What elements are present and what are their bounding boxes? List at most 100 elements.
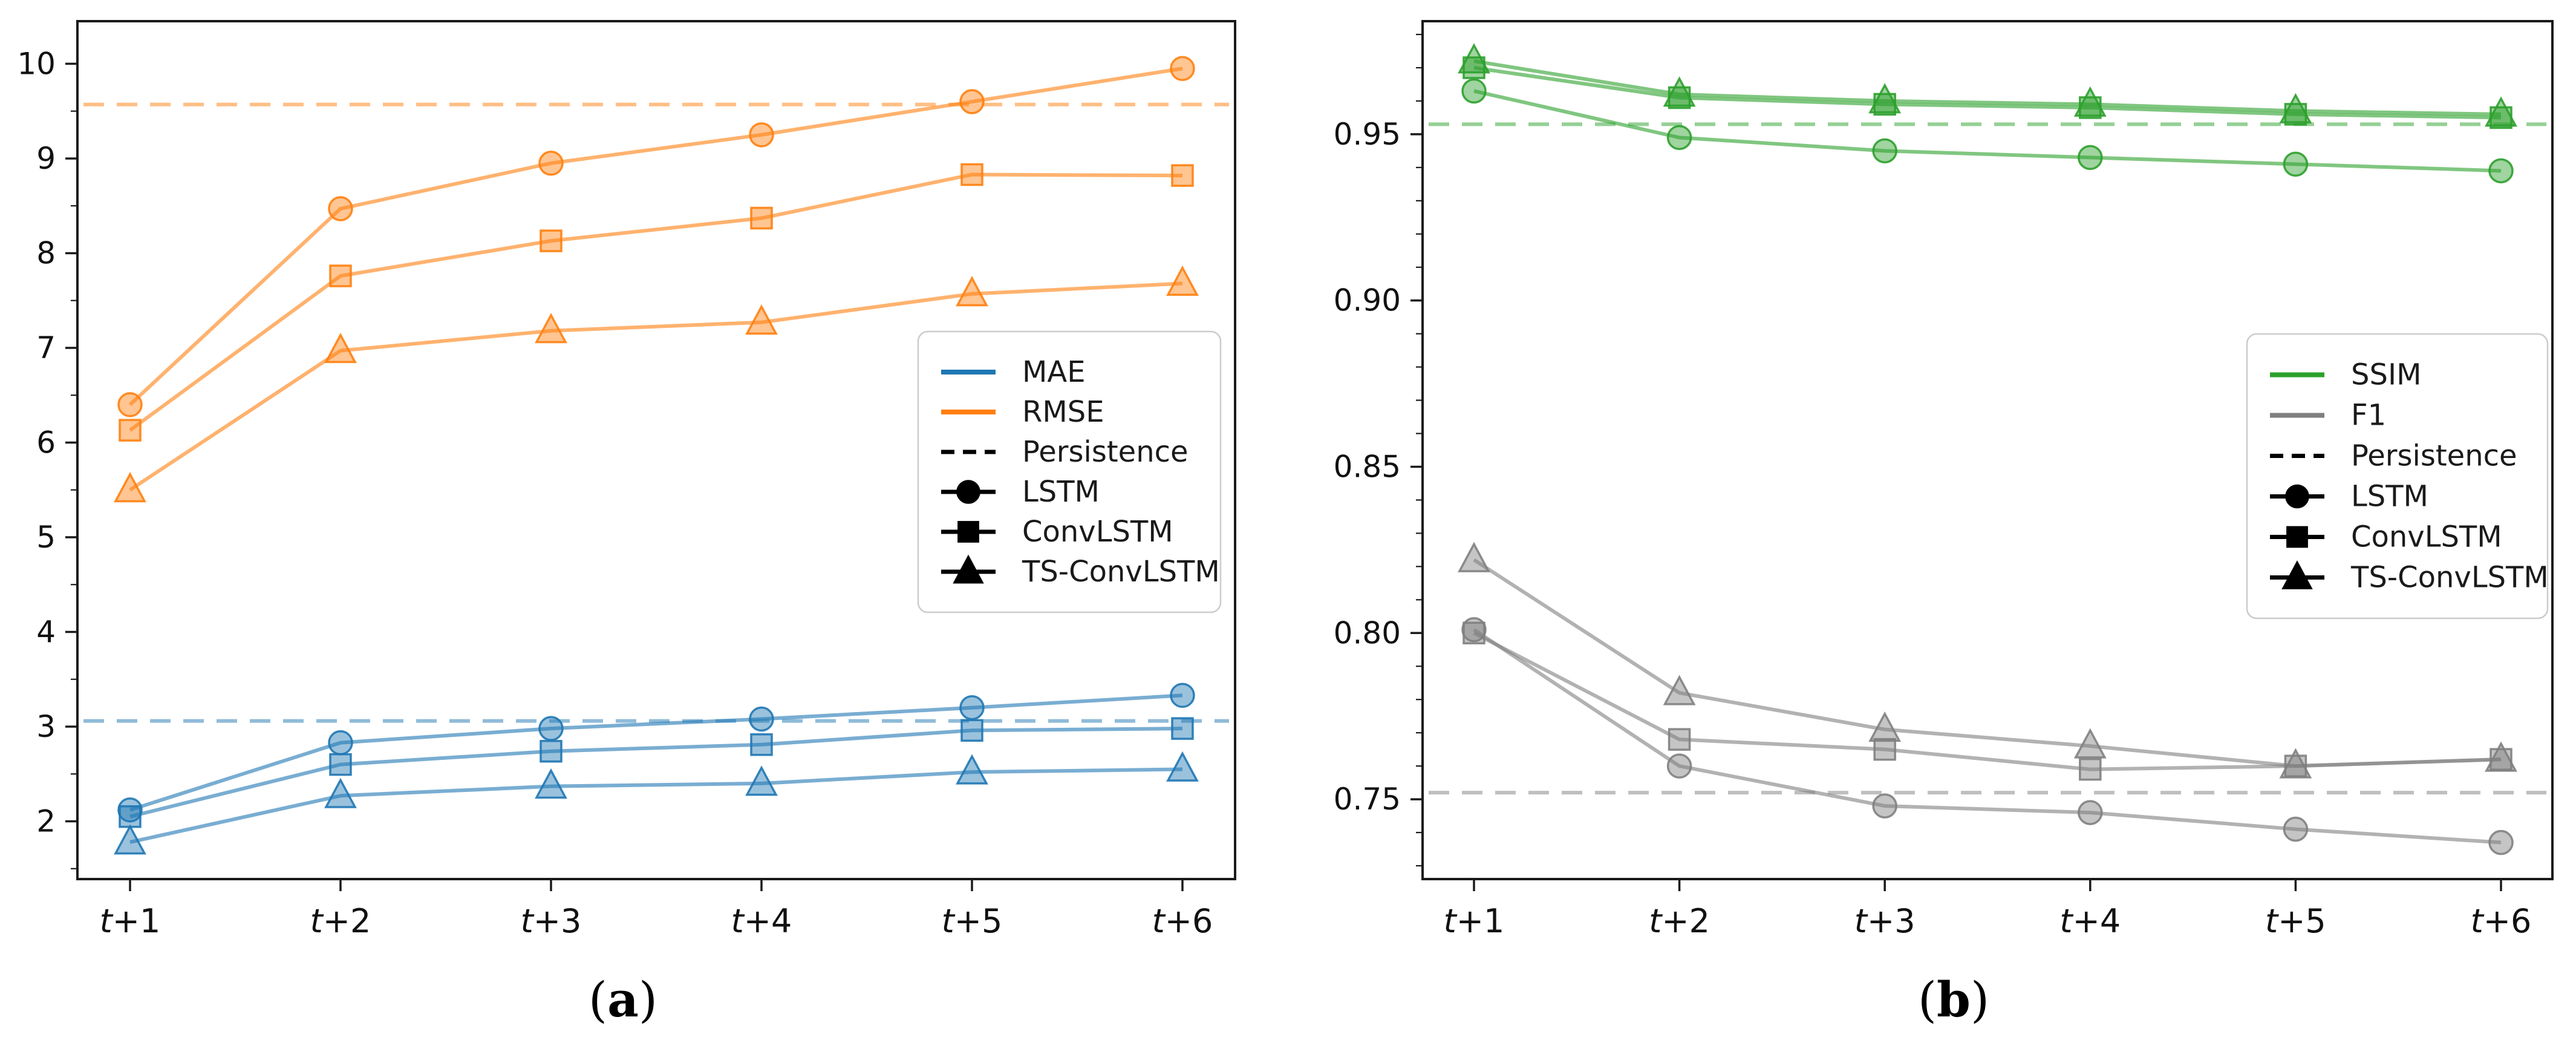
x-tick-label: t+3 — [521, 902, 582, 940]
x-tick-label: t+4 — [2059, 902, 2121, 940]
series-line-SSIM-LSTM — [1473, 89, 2502, 173]
data-point-MAE-LSTM-t+4 — [749, 706, 774, 732]
data-point-MAE-TS-ConvLSTM-t+2 — [324, 777, 357, 808]
y-tick-label: 7 — [36, 330, 56, 365]
data-point-SSIM-LSTM-t+6 — [2488, 158, 2514, 184]
y-tick-label: 0.80 — [1334, 615, 1401, 650]
data-point-F1-LSTM-t+3 — [1872, 793, 1897, 819]
data-point-RMSE-LSTM-t+6 — [1170, 56, 1195, 82]
caption-b-letter: b — [1937, 971, 1971, 1028]
data-point-RMSE-ConvLSTM-t+5 — [960, 163, 983, 186]
data-point-RMSE-ConvLSTM-t+6 — [1171, 164, 1194, 187]
series-MAE-TS-ConvLSTM — [114, 751, 1199, 855]
series-MAE-LSTM — [117, 682, 1195, 823]
data-point-RMSE-ConvLSTM-t+2 — [329, 264, 352, 287]
data-point-MAE-ConvLSTM-t+6 — [1171, 717, 1194, 740]
caption-a-close-paren: ) — [638, 972, 658, 1028]
x-tick-label: t+2 — [1649, 902, 1710, 940]
panel-b: 0.75 0.80 0.85 0.90 0.95 t+1 t+2 t+3 t+4 t+5 t+6 SS… — [1288, 0, 2576, 1063]
x-tick-label: t+4 — [731, 902, 792, 940]
legend-item-MAE: MAE — [941, 355, 1086, 389]
y-axis-ticks: 0.75 0.80 0.85 0.90 0.95 — [1334, 33, 1423, 867]
data-point-MAE-LSTM-t+5 — [959, 695, 985, 721]
data-point-RMSE-TS-ConvLSTM-t+2 — [324, 332, 357, 364]
series-RMSE-LSTM — [117, 56, 1195, 417]
y-tick-label: 5 — [36, 520, 56, 555]
legend-label: TS-ConvLSTM — [2350, 561, 2549, 595]
y-axis-ticks: 2 3 4 5 6 7 8 9 10 — [17, 46, 77, 869]
series-line-F1-TS-ConvLSTM — [1473, 558, 2502, 768]
caption-a-letter: a — [607, 971, 639, 1028]
y-tick-label: 8 — [36, 235, 56, 270]
x-tick-label: t+3 — [1854, 902, 1916, 940]
data-point-MAE-TS-ConvLSTM-t+5 — [956, 754, 988, 785]
legend-item-SSIM: SSIM — [2270, 358, 2422, 392]
legend-item-TS-ConvLSTM: TS-ConvLSTM — [2270, 560, 2549, 595]
chart-a-plot: 2 3 4 5 6 7 8 9 10 t+1 t+2 t+3 t+4 t+5 t+6 MAE RMSE Persi… — [17, 20, 1236, 940]
x-tick-label: t+5 — [942, 902, 1003, 940]
caption-b-close-paren: ) — [1970, 972, 1990, 1028]
data-point-F1-ConvLSTM-t+2 — [1668, 728, 1691, 751]
data-point-RMSE-LSTM-t+2 — [328, 196, 353, 221]
chart-b-plot: 0.75 0.80 0.85 0.90 0.95 t+1 t+2 t+3 t+4 t+5 t+6 SS… — [1334, 20, 2554, 940]
caption-a: (a) — [589, 975, 657, 1024]
data-point-F1-TS-ConvLSTM-t+6 — [2485, 741, 2517, 772]
data-point-SSIM-TS-ConvLSTM-t+1 — [1458, 43, 1490, 74]
caption-b: (b) — [1918, 975, 1989, 1024]
legend-item-F1: F1 — [2270, 399, 2386, 433]
legend: SSIM F1 Persistence LSTM ConvLSTM TS-ConvLSTM — [2246, 333, 2549, 620]
data-point-MAE-ConvLSTM-t+4 — [750, 733, 773, 756]
data-point-F1-LSTM-t+2 — [1666, 753, 1692, 779]
x-tick-label: t+1 — [100, 902, 161, 940]
data-point-SSIM-LSTM-t+1 — [1461, 78, 1487, 104]
data-point-SSIM-LSTM-t+5 — [2283, 151, 2309, 177]
legend-label: ConvLSTM — [2351, 520, 2502, 554]
legend-triangle-marker-icon — [953, 554, 984, 584]
legend-item-ConvLSTM: ConvLSTM — [2270, 520, 2502, 554]
data-point-SSIM-TS-ConvLSTM-t+3 — [1868, 83, 1902, 114]
data-point-F1-TS-ConvLSTM-t+5 — [2279, 748, 2312, 779]
legend-box — [917, 330, 1222, 613]
data-point-SSIM-LSTM-t+2 — [1666, 125, 1692, 151]
data-point-F1-ConvLSTM-t+1 — [1462, 621, 1485, 645]
legend-label: MAE — [1022, 355, 1086, 389]
legend-label: LSTM — [1022, 475, 1100, 509]
series-line-RMSE-ConvLSTM — [129, 172, 1183, 432]
series-line-MAE-LSTM — [129, 693, 1183, 812]
data-point-F1-ConvLSTM-t+4 — [2079, 757, 2102, 781]
y-tick-label: 0.90 — [1334, 283, 1401, 318]
panel-a: 2 3 4 5 6 7 8 9 10 t+1 t+2 t+3 t+4 t+5 t+6 MAE RMSE Persi… — [17, 20, 1236, 1024]
y-tick-label: 2 — [36, 804, 56, 839]
series-line-SSIM-TS-ConvLSTM — [1473, 59, 2502, 116]
legend-label: TS-ConvLSTM — [1022, 555, 1220, 589]
data-point-SSIM-TS-ConvLSTM-t+6 — [2485, 96, 2517, 127]
series-F1-LSTM — [1461, 617, 2514, 855]
data-point-F1-TS-ConvLSTM-t+4 — [2073, 728, 2107, 759]
data-point-F1-LSTM-t+6 — [2488, 829, 2514, 855]
data-point-SSIM-LSTM-t+4 — [2078, 145, 2103, 171]
legend-square-marker-icon — [957, 521, 979, 543]
data-point-RMSE-LSTM-t+1 — [117, 392, 143, 417]
y-tick-label: 6 — [36, 425, 56, 460]
series-SSIM-TS-ConvLSTM — [1458, 43, 2517, 127]
data-point-RMSE-TS-ConvLSTM-t+4 — [745, 304, 778, 335]
data-point-MAE-ConvLSTM-t+1 — [119, 805, 142, 828]
series-line-SSIM-ConvLSTM — [1473, 65, 2502, 120]
legend-label: Persistence — [1022, 435, 1189, 469]
data-point-RMSE-ConvLSTM-t+4 — [750, 206, 773, 230]
data-point-MAE-ConvLSTM-t+3 — [540, 739, 562, 763]
data-point-RMSE-TS-ConvLSTM-t+1 — [114, 472, 146, 503]
data-point-F1-ConvLSTM-t+3 — [1873, 738, 1896, 761]
caption-b-open-paren: ( — [1917, 972, 1937, 1028]
series-line-MAE-ConvLSTM — [129, 727, 1183, 819]
legend: MAE RMSE Persistence LSTM ConvLSTM TS-ConvLST… — [917, 330, 1222, 613]
axes-frame — [76, 20, 1236, 880]
y-tick-label: 4 — [36, 615, 56, 650]
legend-item-Persistence: Persistence — [2270, 439, 2517, 473]
legend-item-LSTM: LSTM — [941, 475, 1100, 509]
legend-label: Persistence — [2351, 439, 2517, 473]
series-SSIM-ConvLSTM — [1462, 56, 2512, 129]
legend-circle-marker-icon — [956, 480, 980, 504]
data-point-RMSE-LSTM-t+4 — [749, 122, 774, 148]
data-point-RMSE-TS-ConvLSTM-t+5 — [956, 276, 988, 307]
